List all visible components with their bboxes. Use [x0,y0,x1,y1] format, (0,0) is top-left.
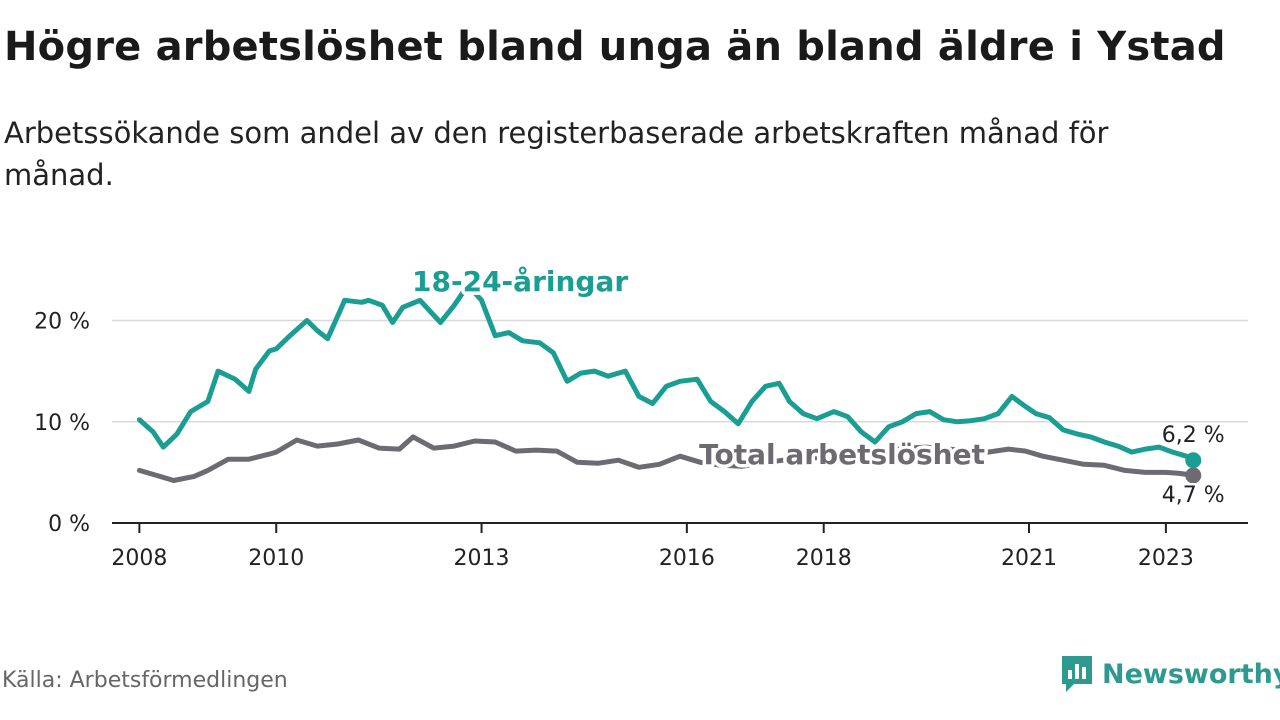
series-name-label: 18-24-åringar [412,265,628,298]
series-end-point [1185,452,1202,469]
axes: 0 % 10 % 20 % 2008 2010 2013 2016 2018 2021 2023 [34,310,1248,571]
series-end-value-label: 4,7 % [1162,483,1225,508]
brand-logo: Newsworthy [1060,654,1280,694]
brand-name: Newsworthy [1102,658,1280,690]
gridlines [112,319,1248,423]
newsworthy-logo-icon [1062,656,1092,692]
x-tick-label: 2021 [1001,546,1057,571]
x-tick-label: 2013 [454,546,510,571]
x-tick-label: 2016 [659,546,715,571]
series-line [136,434,1196,483]
source-note: Källa: Arbetsförmedlingen [2,668,288,693]
chart-title: Högre arbetslöshet bland unga än bland ä… [4,24,1226,70]
x-tick-label: 2008 [111,546,167,571]
y-tick-label: 0 % [48,512,90,537]
x-tick-label: 2023 [1138,546,1194,571]
x-tick-label: 2010 [248,546,304,571]
chart-subtitle: Arbetssökande som andel av den registerb… [4,116,1109,192]
x-tick-label: 2018 [796,546,852,571]
y-tick-label: 20 % [34,310,90,335]
series-labels: 18-24-åringar Total arbetslöshet 6,2 % 4,7 … [409,262,1228,511]
series-line [136,282,1196,463]
series-end-point [1185,467,1202,484]
series-name-label: Total arbetslöshet [699,438,985,471]
series-lines [136,282,1202,484]
y-tick-label: 10 % [34,411,90,436]
series-end-value-label: 6,2 % [1162,423,1225,448]
